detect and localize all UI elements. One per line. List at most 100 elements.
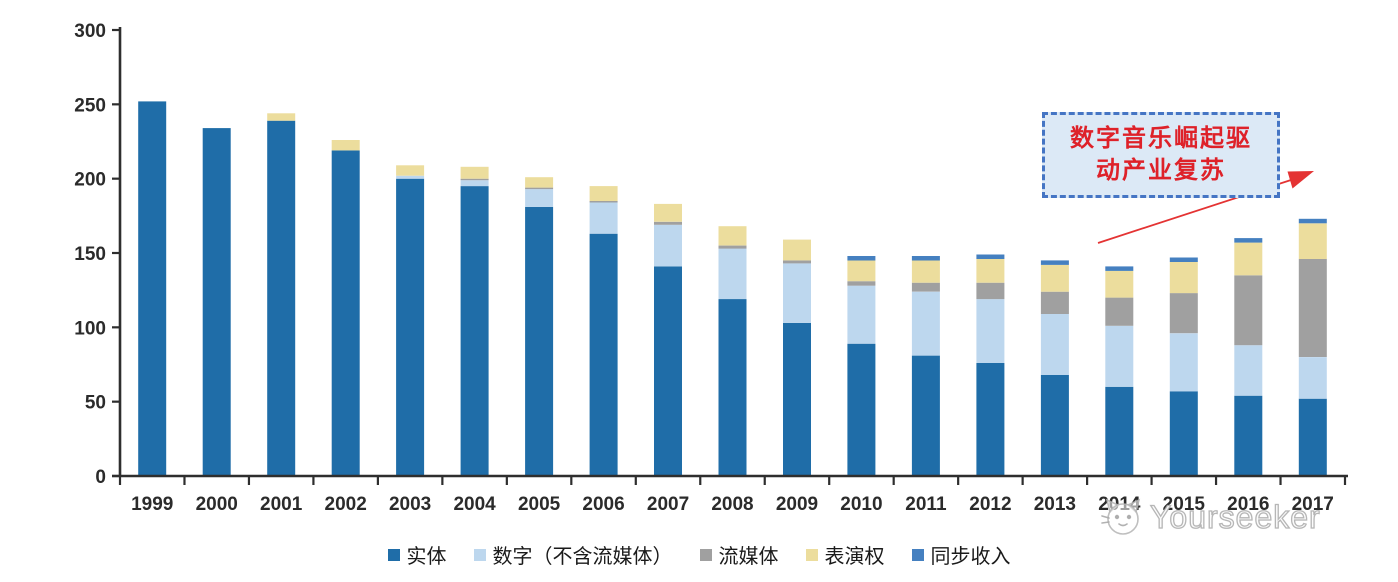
x-tick-label: 2017 [1292, 494, 1334, 515]
bar-segment-2010-s2 [847, 281, 876, 286]
bar-segment-2013-s3 [1040, 264, 1069, 292]
legend-label-2: 流媒体 [718, 546, 779, 568]
bar-segment-2016-s3 [1234, 242, 1263, 276]
bar-segment-2005-s3 [525, 177, 554, 188]
bar-segment-2008-s0 [718, 299, 747, 476]
legend-item-1: 数字（不含流媒体） [473, 540, 673, 569]
bar-segment-2013-s4 [1040, 260, 1069, 265]
bar-segment-2010-s0 [847, 343, 876, 476]
bar-segment-2014-s4 [1105, 266, 1134, 271]
legend-swatch-0 [387, 548, 400, 561]
x-tick-label: 2011 [905, 494, 947, 515]
x-tick-label: 2014 [1098, 494, 1141, 515]
x-tick-label: 2005 [518, 494, 561, 515]
bar-segment-2000-s0 [202, 128, 231, 476]
x-tick-label: 1999 [131, 494, 173, 515]
x-tick-label: 2013 [1034, 494, 1076, 515]
bar-segment-2015-s0 [1169, 391, 1198, 476]
bar-segment-2005-s2 [525, 187, 554, 190]
bar-segment-2009-s1 [783, 263, 811, 323]
y-tick-label: 250 [74, 95, 106, 116]
bar-segment-2008-s1 [718, 248, 747, 299]
legend: 实体 数字（不含流媒体） 流媒体 表演权 同步收入 [0, 540, 1398, 569]
bar-segment-2010-s1 [847, 285, 876, 344]
bar-segment-2005-s0 [525, 206, 554, 476]
bar-segment-2016-s0 [1234, 395, 1263, 476]
bar-segment-2012-s3 [976, 258, 1005, 283]
x-tick-label: 2008 [711, 494, 753, 515]
legend-item-0: 实体 [387, 540, 447, 569]
bar-segment-2011-s0 [911, 355, 940, 476]
bar-segment-2007-s0 [654, 266, 682, 476]
legend-item-3: 表演权 [805, 540, 885, 569]
bar-segment-2013-s2 [1040, 291, 1069, 314]
bar-segment-2003-s1 [396, 175, 425, 179]
bar-segment-2002-s0 [331, 150, 360, 476]
legend-swatch-2 [699, 548, 712, 561]
bar-segment-2012-s0 [976, 363, 1005, 476]
bar-segment-2011-s3 [911, 260, 940, 283]
bar-segment-2004-s0 [460, 186, 489, 476]
bar-segment-2015-s4 [1169, 257, 1198, 262]
bar-segment-1999-s0 [138, 101, 167, 477]
bar-segment-2013-s1 [1040, 314, 1069, 375]
bar-segment-2002-s3 [331, 140, 360, 151]
bar-segment-2017-s3 [1298, 223, 1327, 259]
bar-segment-2016-s4 [1234, 238, 1263, 243]
bar-segment-2003-s0 [396, 178, 425, 476]
y-tick-label: 300 [74, 21, 106, 42]
x-tick-label: 2010 [840, 494, 882, 515]
bar-segment-2004-s1 [460, 180, 489, 187]
bar-segment-2016-s1 [1234, 345, 1263, 396]
bar-segment-2014-s3 [1105, 270, 1134, 298]
annotation-text-line1: 数字音乐崛起驱 [1070, 126, 1252, 152]
x-tick-label: 2009 [776, 494, 818, 515]
bar-segment-2011-s1 [911, 291, 940, 356]
annotation-arrowhead [1287, 171, 1314, 189]
y-tick-label: 0 [95, 467, 106, 488]
bar-segment-2006-s0 [589, 233, 618, 476]
y-tick-label: 200 [74, 170, 106, 191]
legend-swatch-3 [805, 548, 818, 561]
x-tick-label: 2016 [1227, 494, 1269, 515]
bar-segment-2014-s0 [1105, 386, 1134, 476]
bar-segment-2006-s1 [589, 202, 618, 234]
legend-label-4: 同步收入 [930, 546, 1011, 568]
bar-segment-2004-s3 [460, 166, 489, 179]
y-tick-label: 50 [85, 393, 106, 414]
bar-segment-2011-s4 [911, 256, 940, 261]
bar-segment-2006-s2 [589, 201, 618, 203]
bar-segment-2009-s0 [783, 322, 811, 476]
y-tick-label: 150 [74, 244, 106, 265]
bar-segment-2014-s1 [1105, 325, 1134, 387]
bar-segment-2004-s2 [460, 178, 489, 181]
bar-segment-2017-s4 [1298, 218, 1327, 224]
bar-segment-2012-s1 [976, 299, 1005, 363]
x-tick-label: 2012 [969, 494, 1011, 515]
legend-swatch-4 [911, 548, 924, 561]
bar-segment-2016-s2 [1234, 275, 1263, 346]
bar-segment-2007-s1 [654, 224, 682, 267]
x-tick-label: 2004 [453, 494, 496, 515]
bar-segment-2014-s2 [1105, 297, 1134, 326]
bar-segment-2010-s3 [847, 260, 876, 282]
bar-segment-2007-s3 [654, 203, 682, 222]
bar-segment-2015-s3 [1169, 261, 1198, 294]
bar-segment-2017-s2 [1298, 258, 1327, 357]
bar-segment-2010-s4 [847, 256, 876, 261]
x-tick-label: 2002 [325, 494, 367, 515]
bar-segment-2008-s3 [718, 226, 747, 246]
bar-segment-2003-s3 [396, 165, 425, 176]
legend-swatch-1 [473, 548, 486, 561]
legend-item-2: 流媒体 [699, 540, 779, 569]
x-tick-label: 2001 [260, 494, 303, 515]
x-tick-label: 2015 [1163, 494, 1206, 515]
annotation-text-line2: 动产业复苏 [1096, 158, 1226, 184]
legend-label-1: 数字（不含流媒体） [492, 546, 673, 568]
x-tick-label: 2003 [389, 494, 431, 515]
bar-segment-2012-s4 [976, 254, 1005, 259]
bar-segment-2009-s3 [783, 239, 811, 261]
bar-segment-2008-s2 [718, 245, 747, 249]
bar-segment-2011-s2 [911, 282, 940, 292]
